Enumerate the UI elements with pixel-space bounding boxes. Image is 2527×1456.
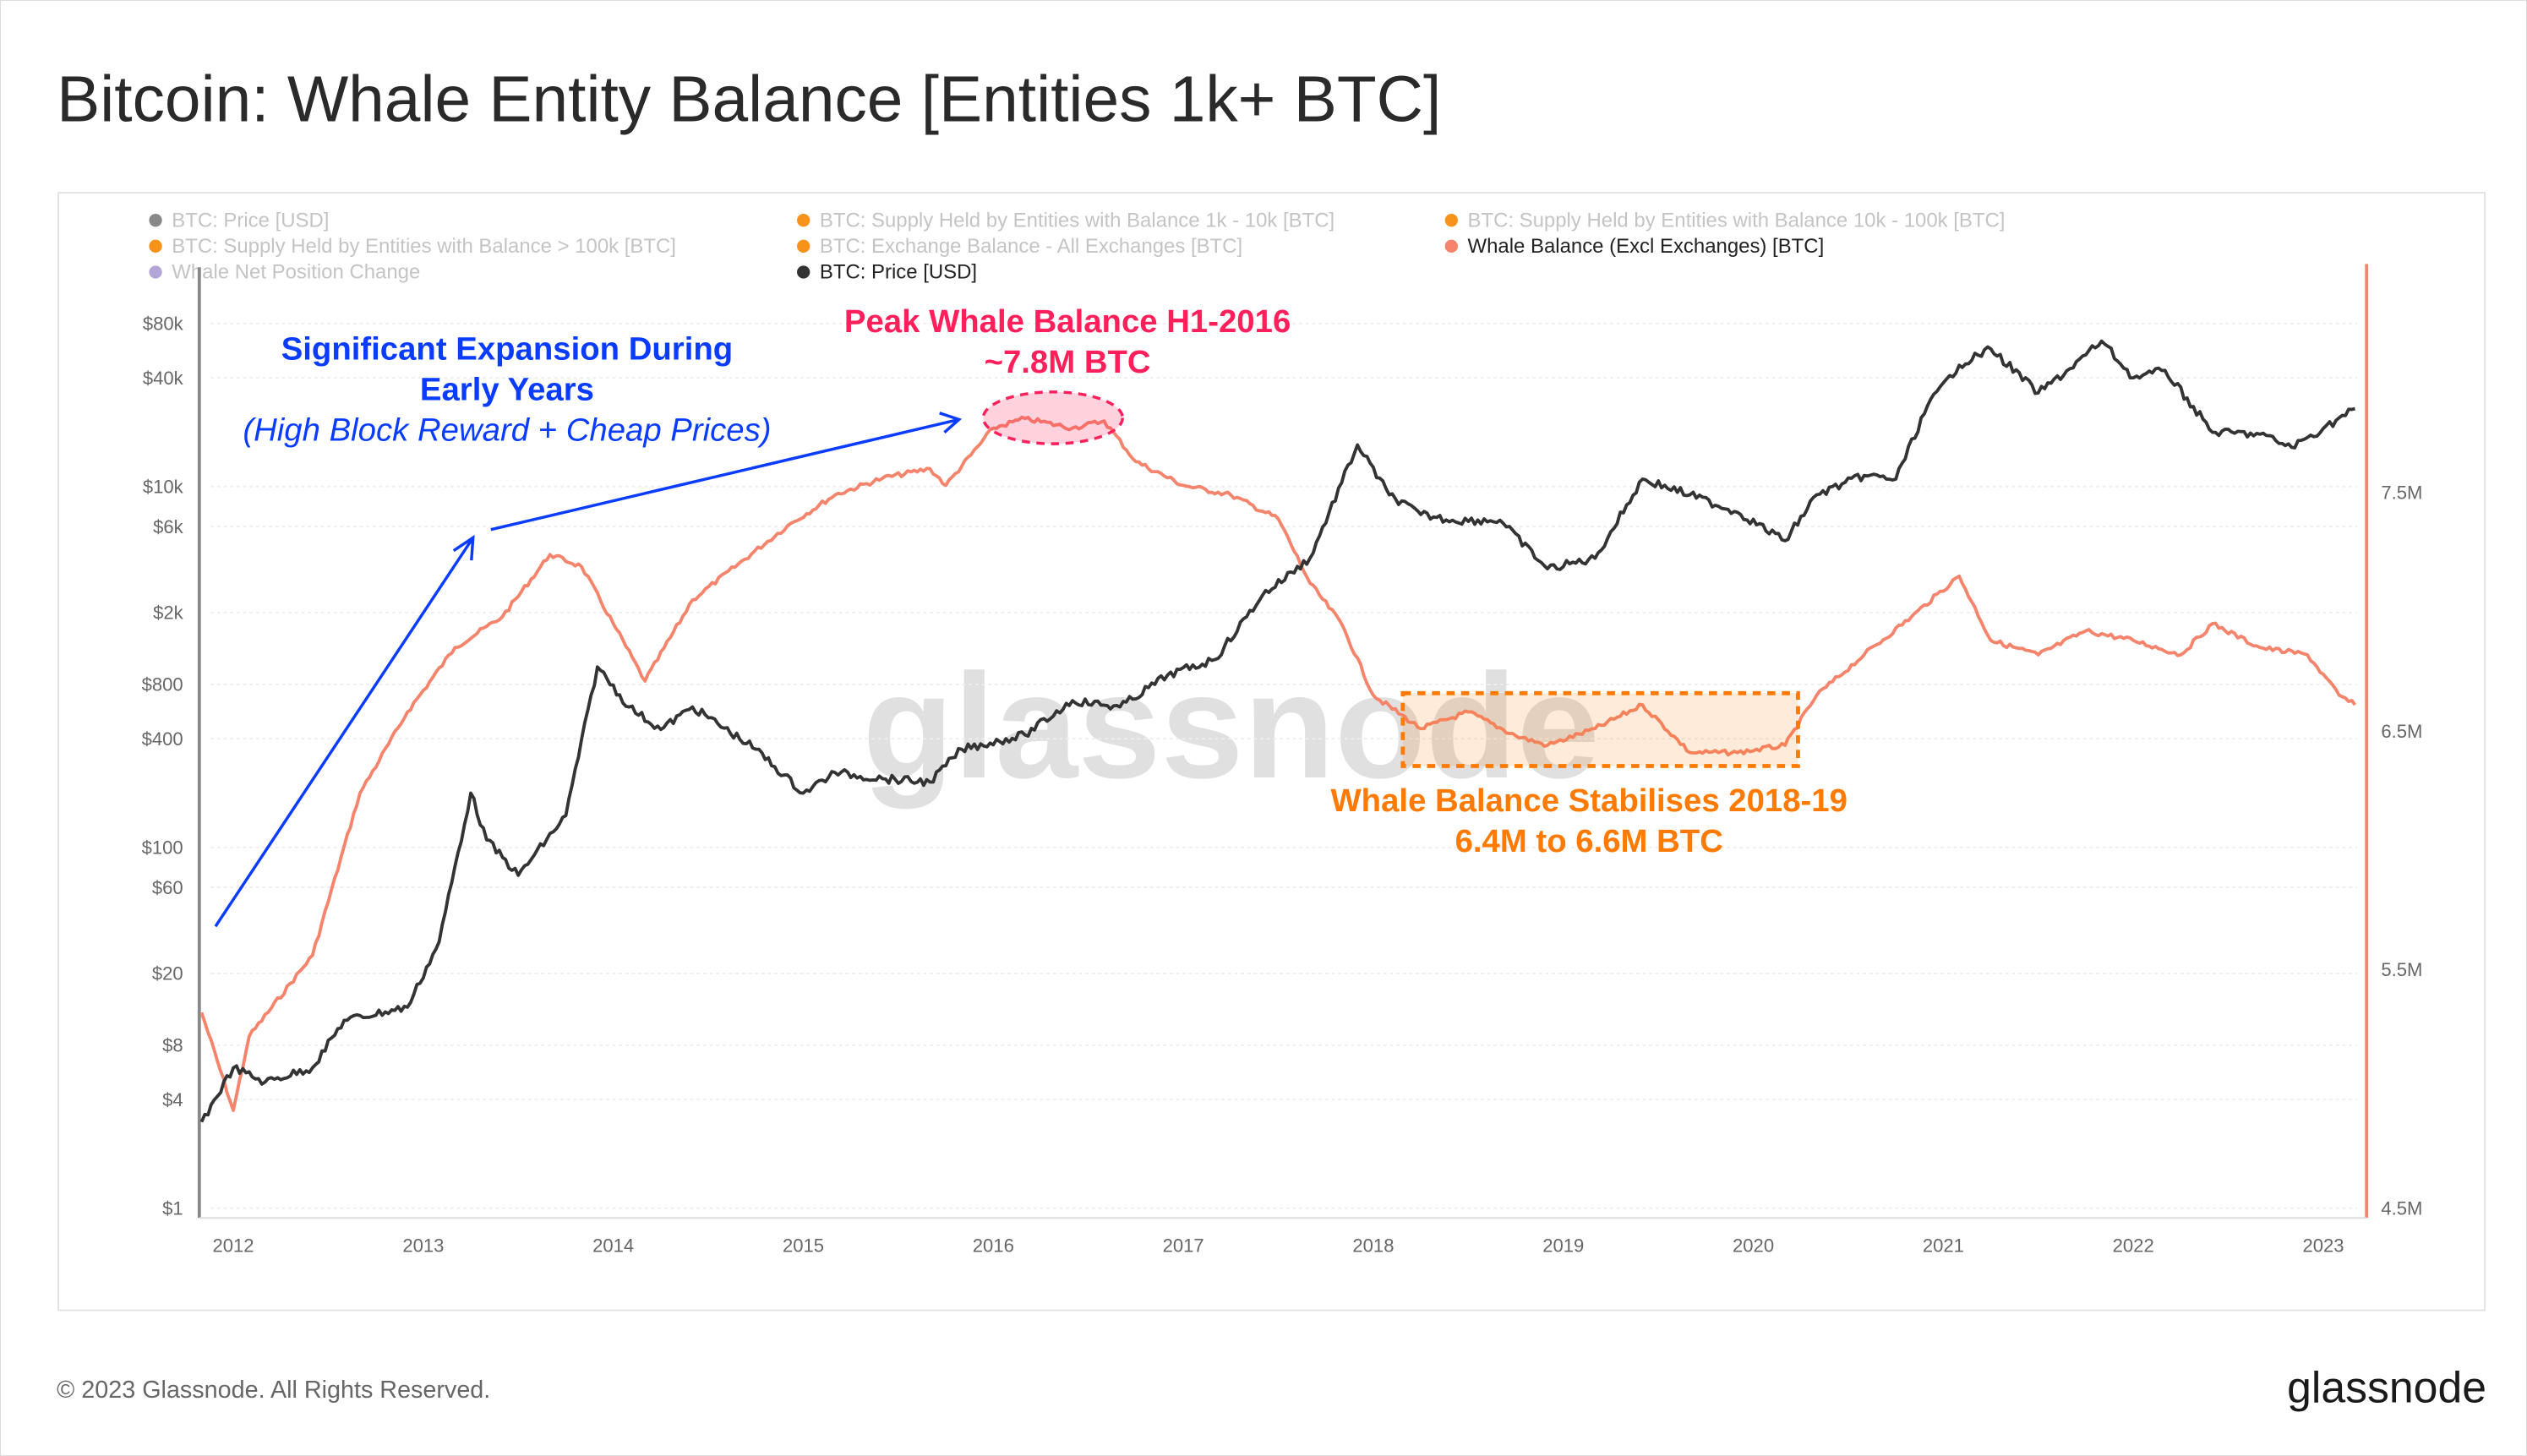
- y-left-tick-label: $6k: [153, 516, 184, 537]
- x-tick-label: 2021: [1923, 1235, 1964, 1257]
- page-title: Bitcoin: Whale Entity Balance [Entities …: [57, 64, 1441, 136]
- annotation-stable-box: [1400, 690, 1800, 768]
- legend-item[interactable]: BTC: Supply Held by Entities with Balanc…: [797, 209, 1334, 232]
- legend-item[interactable]: Whale Balance (Excl Exchanges) [BTC]: [1444, 235, 1825, 258]
- annotation-text: Peak Whale Balance H1-2016: [844, 303, 1291, 340]
- legend-dot: [1444, 239, 1458, 253]
- legend-label: BTC: Price [USD]: [172, 209, 329, 232]
- series-whale-balance-line: [199, 415, 2357, 1112]
- legend-item[interactable]: BTC: Supply Held by Entities with Balanc…: [1444, 209, 2006, 232]
- annotation-text: Significant Expansion During: [281, 330, 734, 367]
- y-left-tick-label: $40k: [143, 368, 184, 389]
- legend-label: BTC: Supply Held by Entities with Balanc…: [1467, 209, 2005, 232]
- annotation-arrows: [214, 412, 963, 928]
- legend-label: BTC: Supply Held by Entities with Balanc…: [820, 209, 1334, 232]
- y-left-tick-label: $400: [142, 728, 183, 750]
- x-tick-label: 2020: [1733, 1235, 1774, 1257]
- legend-dot: [149, 213, 162, 227]
- annotation-text: (High Block Reward + Cheap Prices): [243, 412, 771, 448]
- y-left-tick-label: $80k: [143, 314, 184, 335]
- legend-dot: [149, 265, 162, 279]
- y-left-tick-label: $2k: [153, 603, 184, 624]
- y-left-tick-label: $20: [152, 963, 183, 984]
- chart-frame: [57, 192, 2486, 1311]
- x-tick-label: 2019: [1542, 1235, 1584, 1257]
- y-left-tick-label: $60: [152, 877, 183, 898]
- annotation-text: Whale Balance Stabilises 2018-19: [1331, 783, 1847, 819]
- legend-label: Whale Net Position Change: [172, 261, 420, 284]
- y-left-tick-label: $8: [162, 1035, 183, 1056]
- series-btc-price-line: [199, 339, 2355, 1123]
- legend-dot: [1444, 213, 1458, 227]
- y-right-tick-label: 6.5M: [2381, 721, 2422, 742]
- x-tick-label: 2016: [973, 1235, 1014, 1257]
- series: [199, 339, 2357, 1123]
- legend-dot: [149, 239, 162, 253]
- annotation-text: ~7.8M BTC: [985, 344, 1151, 380]
- y-right-tick-label: 4.5M: [2381, 1197, 2422, 1219]
- legend-dot: [797, 213, 810, 227]
- annotation-text: 6.4M to 6.6M BTC: [1455, 823, 1723, 859]
- annotation-peak-ellipse: [981, 390, 1124, 445]
- legend-item[interactable]: BTC: Price [USD]: [797, 261, 977, 284]
- legend-dot: [797, 265, 810, 279]
- y-left-tick-label: $10k: [143, 476, 184, 497]
- copyright: © 2023 Glassnode. All Rights Reserved.: [57, 1377, 490, 1404]
- x-tick-label: 2017: [1163, 1235, 1204, 1257]
- glassnode-logo: glassnode: [2287, 1363, 2486, 1412]
- y-left-tick-label: $4: [162, 1089, 183, 1110]
- y-left-tick-label: $1: [162, 1197, 183, 1219]
- watermark: glassnode: [863, 643, 1600, 810]
- legend-item[interactable]: BTC: Supply Held by Entities with Balanc…: [149, 235, 676, 258]
- y-right-tick-label: 5.5M: [2381, 959, 2422, 980]
- annotation-expansion: Significant Expansion During Early Years…: [243, 330, 771, 448]
- legend-item[interactable]: BTC: Exchange Balance - All Exchanges [B…: [797, 235, 1242, 258]
- legend-item[interactable]: BTC: Price [USD]: [149, 209, 329, 232]
- x-tick-label: 2014: [592, 1235, 634, 1257]
- x-tick-label: 2018: [1352, 1235, 1394, 1257]
- x-tick-label: 2023: [2303, 1235, 2344, 1257]
- legend-item[interactable]: Whale Net Position Change: [149, 261, 420, 284]
- x-tick-label: 2012: [213, 1235, 254, 1257]
- annotation-peak: Peak Whale Balance H1-2016 ~7.8M BTC: [844, 303, 1291, 380]
- legend-dot: [797, 239, 810, 253]
- annotation-stable: Whale Balance Stabilises 2018-19 6.4M to…: [1331, 783, 1847, 859]
- x-tick-label: 2022: [2113, 1235, 2154, 1257]
- annotation-text: Early Years: [420, 371, 594, 407]
- legend-label: BTC: Price [USD]: [820, 261, 977, 284]
- legend-label: BTC: Exchange Balance - All Exchanges [B…: [820, 235, 1242, 258]
- axes: $80k $40k $10k $6k $2k $800 $400 $100 $60 $20 $8 $4…: [142, 264, 2422, 1257]
- x-tick-label: 2013: [402, 1235, 444, 1257]
- x-tick-label: 2015: [783, 1235, 824, 1257]
- y-left-tick-label: $800: [142, 674, 183, 695]
- y-left-tick-label: $100: [142, 837, 183, 858]
- grid: [210, 322, 2357, 1209]
- legend: BTC: Price [USD] BTC: Supply Held by Enti…: [149, 209, 2006, 284]
- legend-label: Whale Balance (Excl Exchanges) [BTC]: [1467, 235, 1824, 258]
- y-right-tick-label: 7.5M: [2381, 482, 2422, 503]
- legend-label: BTC: Supply Held by Entities with Balanc…: [172, 235, 676, 258]
